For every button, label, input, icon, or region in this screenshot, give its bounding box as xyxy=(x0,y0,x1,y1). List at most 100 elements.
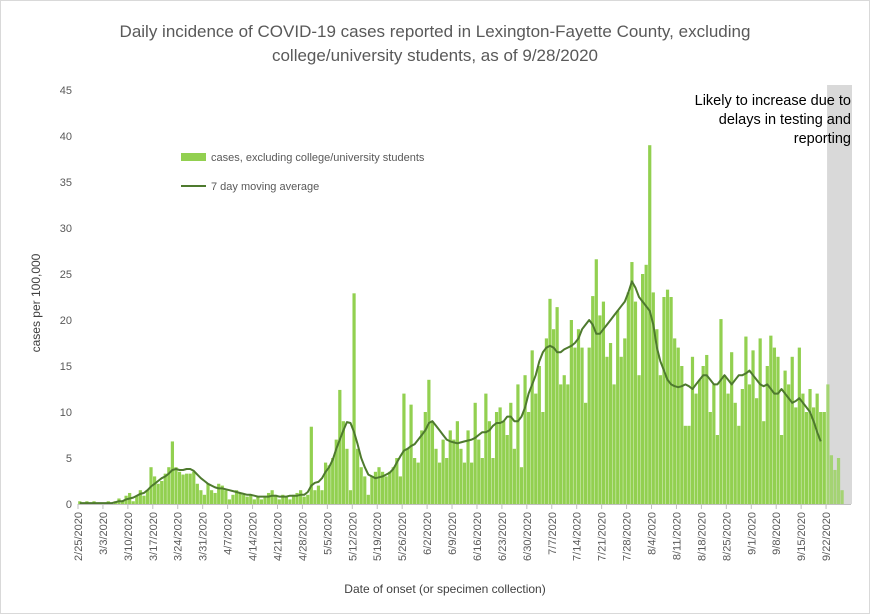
bar xyxy=(274,494,278,504)
x-tick-label: 8/4/2020 xyxy=(647,512,659,555)
bar xyxy=(566,384,570,504)
bar xyxy=(808,389,812,504)
bar xyxy=(601,301,606,504)
bar xyxy=(284,496,288,504)
bar xyxy=(487,421,492,504)
bar xyxy=(405,448,410,504)
bar xyxy=(787,384,791,504)
annotation-line-2: delays in testing and xyxy=(719,112,851,128)
x-tick-label: 6/23/2020 xyxy=(497,512,509,561)
moving-average-layer xyxy=(79,280,822,505)
bar xyxy=(163,473,167,504)
annotation-line-3: reporting xyxy=(794,131,851,147)
bar xyxy=(701,366,705,504)
bar xyxy=(181,474,185,504)
bar xyxy=(712,384,716,504)
x-tick-label: 3/3/2020 xyxy=(98,512,110,555)
bar xyxy=(658,375,663,504)
bar xyxy=(338,389,342,504)
bar xyxy=(156,483,160,504)
bar xyxy=(363,476,367,504)
bar xyxy=(819,412,823,504)
x-tick-label: 5/19/2020 xyxy=(372,512,384,561)
bar xyxy=(302,496,306,504)
bar xyxy=(277,499,281,504)
bar xyxy=(740,389,744,504)
y-tick-label: 25 xyxy=(60,269,72,281)
bar xyxy=(334,439,338,504)
bar xyxy=(608,343,613,504)
x-tick-label: 3/17/2020 xyxy=(148,512,160,561)
bar xyxy=(698,379,702,504)
bar xyxy=(259,499,264,504)
x-tick-label: 4/28/2020 xyxy=(297,512,309,561)
x-tick-label: 7/21/2020 xyxy=(597,512,609,561)
bar xyxy=(626,292,630,504)
x-tick-label: 3/10/2020 xyxy=(123,512,135,561)
bar xyxy=(402,393,406,504)
bar xyxy=(188,473,192,504)
x-tick-label: 5/12/2020 xyxy=(347,512,359,561)
bar xyxy=(829,455,834,504)
x-tick-label: 8/18/2020 xyxy=(696,512,708,561)
bar xyxy=(754,398,759,504)
bar xyxy=(288,499,292,504)
bar xyxy=(327,465,331,504)
bar xyxy=(715,435,720,504)
bar xyxy=(826,384,830,504)
bar xyxy=(384,476,388,504)
bar xyxy=(623,338,627,504)
bar xyxy=(730,352,734,504)
bar xyxy=(345,448,349,504)
bar xyxy=(769,335,773,504)
bar xyxy=(737,425,741,504)
bar xyxy=(776,356,780,504)
bar xyxy=(388,471,392,504)
bar xyxy=(673,338,677,504)
bar xyxy=(395,458,399,504)
bar xyxy=(665,289,670,504)
x-tick-label: 9/15/2020 xyxy=(796,512,808,561)
bar xyxy=(587,347,591,504)
shaded-region xyxy=(827,85,852,504)
bar xyxy=(445,458,449,504)
x-axis-label: Date of onset (or specimen collection) xyxy=(344,582,545,596)
bar xyxy=(167,467,171,504)
bar xyxy=(559,384,563,504)
bar xyxy=(534,393,538,504)
bar xyxy=(270,490,274,504)
bar xyxy=(466,430,470,504)
bar xyxy=(619,356,623,504)
x-tick-label: 2/25/2020 xyxy=(73,512,85,561)
shaded-region-layer xyxy=(827,85,852,504)
bar xyxy=(299,490,303,504)
bar xyxy=(562,375,566,504)
bar xyxy=(309,426,313,504)
bar xyxy=(316,485,321,504)
bar xyxy=(202,494,207,504)
bar xyxy=(516,384,520,504)
chart-title: Daily incidence of COVID-19 cases report… xyxy=(0,20,870,68)
shaded-annotation: Likely to increase due to delays in test… xyxy=(695,93,851,147)
x-tick-label: 5/5/2020 xyxy=(322,512,334,555)
bar xyxy=(320,490,324,504)
y-tick-label: 0 xyxy=(66,499,72,511)
x-tick-label: 6/30/2020 xyxy=(522,512,534,561)
x-tick-label: 3/24/2020 xyxy=(173,512,185,561)
bar xyxy=(177,471,182,504)
bar xyxy=(772,347,777,504)
bar xyxy=(416,462,420,504)
bar xyxy=(530,350,534,504)
bar xyxy=(484,393,488,504)
bar xyxy=(245,496,249,504)
bar xyxy=(195,483,199,504)
bar xyxy=(591,296,595,504)
bar xyxy=(473,402,477,504)
x-tick-label: 6/2/2020 xyxy=(422,512,434,555)
bar xyxy=(637,375,641,504)
bar xyxy=(687,425,691,504)
bar xyxy=(555,307,559,504)
bar xyxy=(420,430,424,504)
bar xyxy=(252,499,256,504)
bar xyxy=(708,412,712,504)
